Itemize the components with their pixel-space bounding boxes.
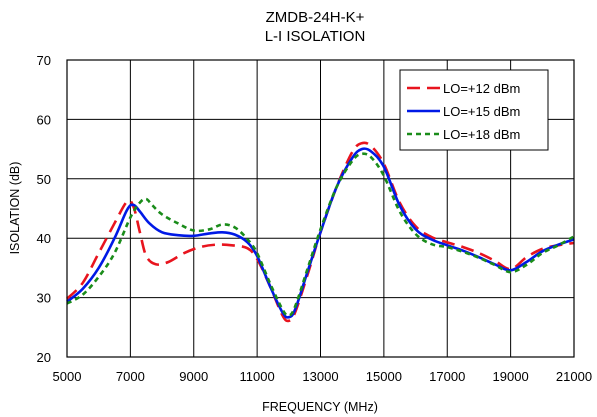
y-tick-label: 70: [37, 53, 51, 68]
x-tick-label: 13000: [302, 369, 338, 384]
x-tick-label: 5000: [53, 369, 82, 384]
chart-subtitle: L-I ISOLATION: [265, 28, 366, 45]
x-tick-label: 21000: [556, 369, 592, 384]
series-line-lo-18-dbm: [66, 152, 575, 317]
x-tick-label: 11000: [240, 369, 275, 384]
series-group: [66, 141, 575, 323]
y-tick-label: 30: [37, 291, 51, 306]
y-axis-label: ISOLATION (dB): [8, 162, 22, 255]
x-tick-label: 19000: [493, 369, 529, 384]
y-tick-label: 20: [37, 350, 51, 365]
x-tick-label: 15000: [366, 369, 402, 384]
chart-title: ZMDB-24H-K+: [266, 9, 365, 26]
x-tick-label: 17000: [429, 369, 465, 384]
legend-label: LO=+12 dBm: [443, 81, 520, 96]
x-tick-labels: 5000 7000 9000 11000 13000 15000 17000 19000 210…: [53, 369, 593, 384]
plot-frame: [66, 59, 575, 358]
y-tick-labels: 20 30 40 50 60 70: [37, 53, 51, 365]
y-tick-label: 60: [37, 112, 51, 127]
legend-label: LO=+18 dBm: [443, 127, 520, 142]
legend-box: [399, 69, 549, 151]
legend: LO=+12 dBm LO=+15 dBm LO=+18 dBm: [399, 69, 549, 151]
x-tick-label: 9000: [179, 369, 208, 384]
y-tick-label: 40: [37, 231, 51, 246]
x-tick-label: 7000: [116, 369, 145, 384]
y-tick-label: 50: [37, 172, 51, 187]
x-axis-label: FREQUENCY (MHz): [262, 400, 378, 414]
legend-label: LO=+15 dBm: [443, 104, 520, 119]
